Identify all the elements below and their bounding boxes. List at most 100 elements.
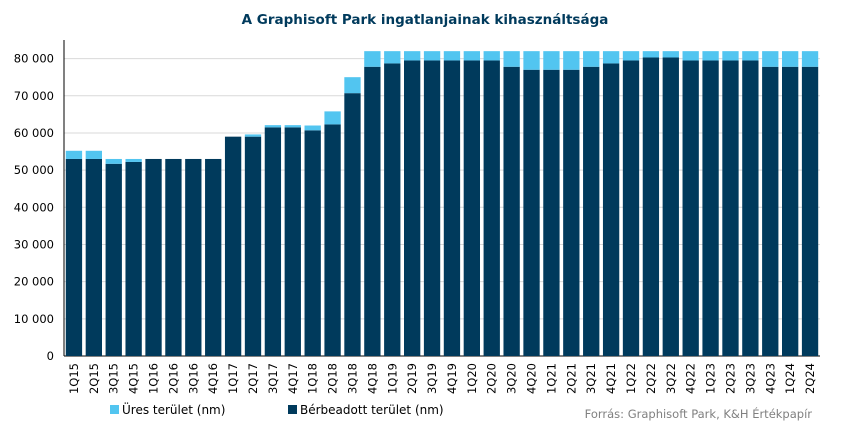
x-tick-label: 1Q22	[624, 363, 638, 394]
x-tick-label: 2Q15	[87, 363, 101, 394]
legend-swatch	[110, 405, 119, 414]
x-tick-label: 3Q17	[266, 363, 280, 394]
legend: Üres terület (nm) Bérbeadott terület (nm)	[110, 401, 444, 417]
x-tick-label: 4Q16	[206, 363, 220, 394]
bar-leased-4Q18	[364, 66, 381, 356]
bar-leased-2Q21	[563, 69, 580, 356]
x-tick-label: 2Q20	[485, 363, 499, 394]
x-tick-label: 3Q21	[584, 363, 598, 394]
bar-leased-2Q19	[404, 60, 421, 357]
x-tick-label: 1Q17	[226, 363, 240, 394]
bar-vacant-2Q17	[244, 134, 262, 137]
bar-leased-2Q17	[244, 136, 262, 356]
bar-vacant-1Q19	[384, 51, 401, 64]
x-tick-label: 2Q24	[803, 363, 817, 394]
bar-leased-1Q22	[622, 60, 640, 357]
x-tick-label: 4Q23	[763, 363, 777, 394]
bar-leased-2Q24	[801, 66, 819, 356]
x-tick-label: 3Q15	[107, 363, 121, 394]
x-tick-label: 4Q18	[365, 363, 379, 394]
x-tick-label: 3Q19	[425, 363, 439, 394]
bar-vacant-2Q19	[404, 51, 421, 61]
legend-label: Üres terület (nm)	[122, 401, 225, 417]
bar-vacant-2Q15	[85, 150, 102, 159]
bar-vacant-4Q23	[762, 51, 779, 67]
bar-leased-1Q17	[224, 136, 242, 356]
bar-leased-1Q21	[543, 69, 560, 356]
bar-leased-2Q16	[165, 158, 182, 356]
x-tick-label: 2Q19	[405, 363, 419, 394]
bar-leased-3Q20	[503, 66, 520, 356]
y-tick-label: 40 000	[14, 200, 54, 214]
bar-vacant-3Q21	[583, 51, 600, 67]
x-tick-label: 4Q17	[286, 363, 300, 394]
bar-vacant-3Q15	[105, 158, 122, 164]
bar-leased-1Q19	[384, 63, 401, 357]
x-tick-label: 3Q18	[345, 363, 359, 394]
bar-leased-3Q18	[344, 93, 361, 356]
y-tick-label: 70 000	[14, 89, 54, 103]
x-tick-label: 3Q20	[505, 363, 519, 394]
legend-label: Bérbeadott terület (nm)	[300, 403, 444, 417]
x-tick-label: 2Q18	[326, 363, 340, 394]
x-tick-label: 4Q21	[604, 363, 618, 394]
y-tick-label: 60 000	[14, 126, 54, 140]
bar-vacant-2Q23	[722, 51, 739, 61]
y-tick-label: 0	[47, 349, 54, 363]
bar-vacant-4Q17	[284, 125, 301, 128]
bar-vacant-3Q20	[503, 51, 520, 67]
bar-vacant-2Q24	[801, 51, 819, 67]
x-tick-label: 1Q16	[147, 363, 161, 394]
bar-vacant-4Q18	[364, 51, 381, 67]
bar-leased-4Q23	[762, 66, 779, 356]
y-axis-tick-labels: 0 10 000 20 000 30 000 40 000 50 000 60 000 70 …	[14, 52, 54, 363]
bar-vacant-1Q15	[65, 150, 83, 159]
x-tick-label: 4Q15	[127, 363, 141, 394]
x-tick-label: 2Q23	[723, 363, 737, 394]
bar-vacant-3Q22	[662, 51, 679, 58]
bar-vacant-4Q19	[443, 51, 461, 61]
bar-vacant-3Q18	[344, 77, 361, 94]
bar-leased-2Q20	[483, 60, 500, 357]
x-tick-label: 4Q22	[684, 363, 698, 394]
bar-vacant-1Q22	[622, 51, 640, 61]
x-tick-label: 1Q19	[385, 363, 399, 394]
bar-leased-1Q20	[463, 60, 480, 357]
y-tick-label: 10 000	[14, 312, 54, 326]
x-tick-label: 1Q18	[306, 363, 320, 394]
bar-leased-4Q21	[602, 63, 620, 357]
x-tick-label: 1Q20	[465, 363, 479, 394]
y-tick-label: 20 000	[14, 275, 54, 289]
y-tick-label: 50 000	[14, 163, 54, 177]
bar-vacant-1Q24	[782, 51, 799, 67]
x-tick-label: 1Q21	[544, 363, 558, 394]
bars	[65, 51, 819, 357]
bar-vacant-1Q21	[543, 51, 560, 70]
bar-vacant-3Q17	[264, 125, 282, 128]
bar-leased-3Q16	[185, 158, 202, 356]
bar-leased-3Q21	[583, 66, 600, 356]
bar-leased-1Q16	[145, 158, 162, 356]
bar-vacant-1Q20	[463, 51, 480, 61]
y-tick-label: 30 000	[14, 237, 54, 251]
x-tick-label: 3Q22	[664, 363, 678, 394]
bar-vacant-2Q20	[483, 51, 500, 61]
bar-leased-4Q17	[284, 127, 301, 356]
bar-leased-3Q23	[742, 60, 759, 357]
bar-leased-1Q24	[782, 66, 799, 356]
bar-vacant-3Q19	[423, 51, 441, 61]
bar-leased-3Q22	[662, 57, 679, 357]
bar-leased-4Q15	[125, 161, 142, 356]
bar-leased-4Q19	[443, 60, 461, 357]
x-tick-label: 1Q15	[67, 363, 81, 394]
bar-leased-4Q22	[682, 60, 699, 357]
bar-vacant-2Q22	[642, 51, 660, 58]
bar-leased-1Q18	[304, 130, 321, 356]
bar-leased-4Q20	[523, 69, 540, 356]
bar-vacant-2Q18	[324, 111, 341, 125]
x-tick-label: 2Q17	[246, 363, 260, 394]
x-tick-label: 4Q19	[445, 363, 459, 394]
x-tick-label: 3Q23	[743, 363, 757, 394]
bar-vacant-4Q15	[125, 158, 142, 162]
bar-leased-1Q23	[702, 60, 719, 357]
